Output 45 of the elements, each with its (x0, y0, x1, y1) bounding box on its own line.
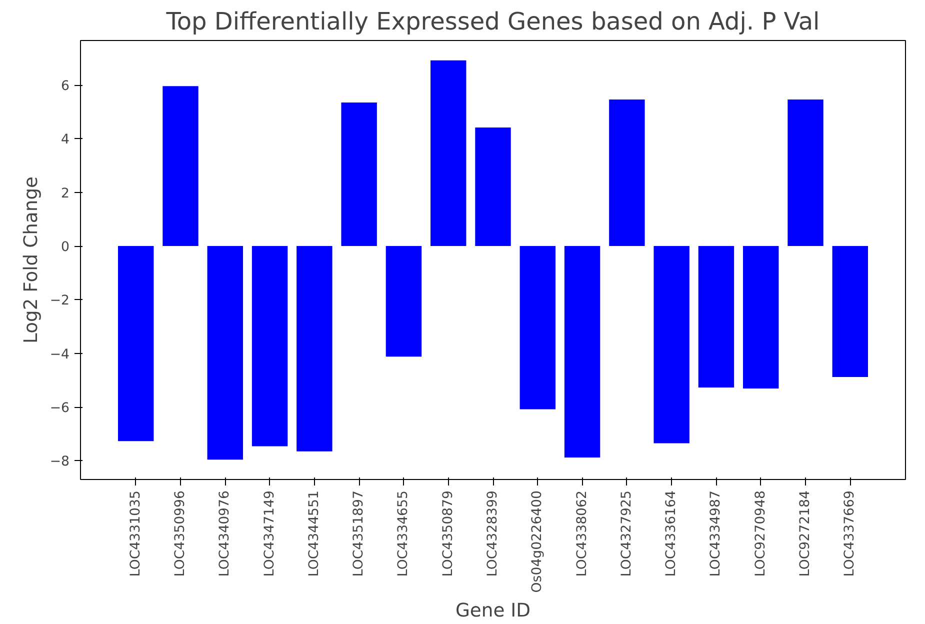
bar (698, 246, 734, 388)
x-tick-label: LOC4328399 (486, 490, 500, 577)
bar (296, 246, 332, 452)
bar (207, 246, 243, 460)
x-tick-label: LOC4344551 (306, 490, 322, 577)
bar (520, 246, 556, 410)
y-tick-label: 4 (61, 132, 70, 148)
x-tick-label: LOC4334655 (396, 490, 412, 577)
bar (118, 246, 154, 442)
x-tick-label: LOC4334987 (708, 490, 724, 577)
x-tick-label: LOC4327925 (619, 490, 634, 577)
x-tick-label: LOC4337669 (842, 490, 858, 577)
y-tick-label: 0 (61, 240, 70, 256)
bar (386, 246, 422, 357)
x-tick-label: LOC4338062 (574, 490, 590, 577)
x-tick-label: LOC4350996 (173, 490, 188, 577)
bar (609, 100, 645, 246)
x-tick-label: Os04g0226400 (530, 490, 546, 593)
y-tick-label: 2 (61, 186, 70, 202)
bar (475, 127, 511, 246)
x-tick-label: LOC4336164 (664, 490, 680, 577)
bar (743, 246, 779, 389)
bar (430, 60, 466, 246)
bar (832, 246, 868, 377)
bar (788, 100, 824, 246)
y-tick-label: −2 (50, 294, 70, 309)
y-tick-label: −4 (50, 347, 70, 362)
y-tick-label: −6 (50, 401, 70, 416)
x-axis-title: Gene ID (455, 600, 531, 622)
x-tick-label: LOC4347149 (262, 490, 278, 577)
x-tick-label: LOC4350879 (440, 490, 456, 577)
x-tick-label: LOC4351897 (352, 490, 367, 577)
bar (654, 246, 690, 444)
bar (252, 246, 288, 446)
bar (564, 246, 600, 458)
bar (162, 86, 198, 246)
y-tick-label: 6 (61, 79, 70, 94)
x-tick-label: LOC4331035 (128, 490, 144, 577)
x-tick-label: LOC9272184 (798, 490, 813, 577)
bar (341, 102, 377, 246)
y-tick-label: −8 (50, 454, 70, 470)
y-axis-title: Log2 Fold Change (20, 176, 42, 344)
chart-title: Top Differentially Expressed Genes based on Adj. P Val (165, 8, 820, 36)
x-tick-label: LOC4340976 (218, 490, 233, 577)
x-tick-label: LOC9270948 (753, 490, 768, 577)
